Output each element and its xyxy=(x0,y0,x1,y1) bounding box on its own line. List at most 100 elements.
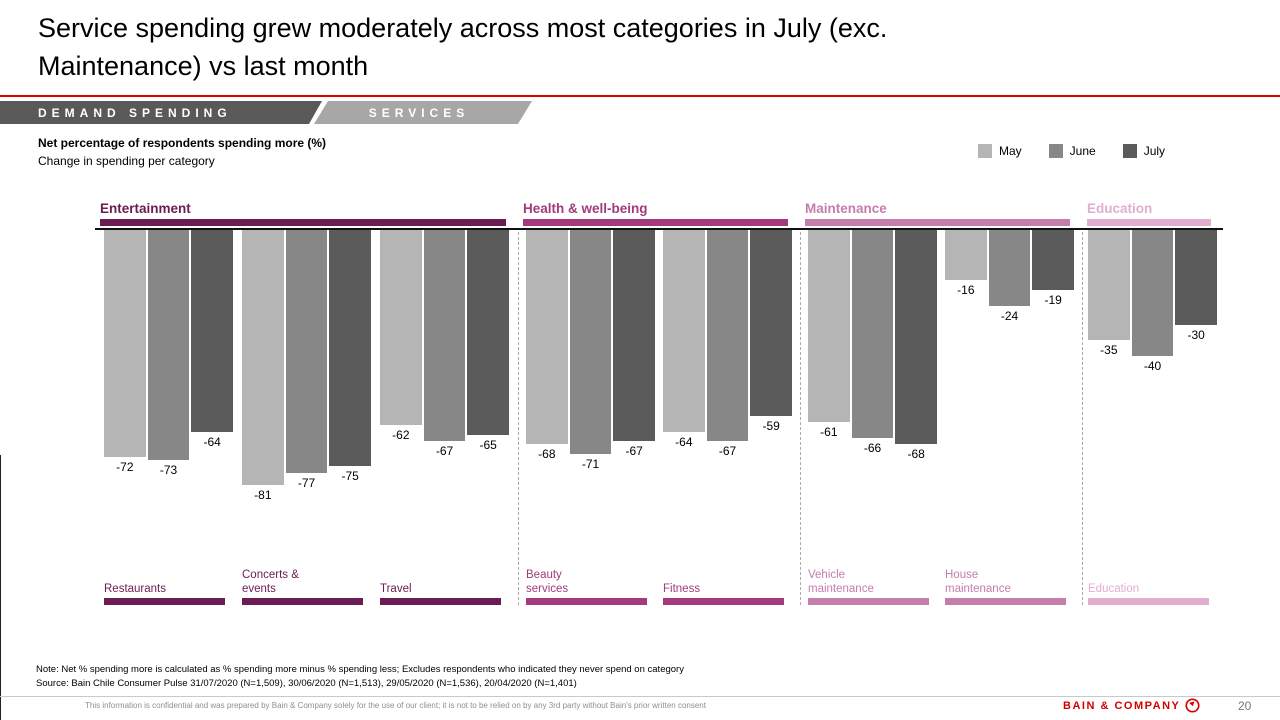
bar-value-label: -81 xyxy=(254,488,272,503)
legend-item-june: June xyxy=(1048,144,1096,158)
bar-may xyxy=(104,230,146,457)
bar-july xyxy=(467,230,510,435)
slide-title: Service spending grew moderately across … xyxy=(38,13,888,81)
bar-value-label: -30 xyxy=(1187,327,1205,342)
bar-column-may: -62 xyxy=(380,230,422,442)
bar-may xyxy=(945,230,987,281)
category-label-concerts-events: Concerts & events xyxy=(242,566,363,596)
chart-section-health-well-being: Health & well-being -68 -71 -67 Beauty servi… xyxy=(518,201,800,610)
bar-group-travel: -62 -67 -65 Travel xyxy=(380,230,510,610)
legend-item-may: May xyxy=(978,144,1022,158)
bar-column-june: -67 xyxy=(423,230,466,459)
bar-may xyxy=(242,230,284,486)
category-label-text: Concerts & events xyxy=(242,569,299,595)
bar-value-label: -24 xyxy=(1000,308,1019,323)
confidentiality-disclaimer: This information is confidential and was… xyxy=(85,701,706,710)
category-underline xyxy=(663,598,784,605)
legend-label: June xyxy=(1069,144,1096,158)
bar-column-july: -19 xyxy=(1032,230,1075,307)
bar-value-label: -73 xyxy=(159,462,178,477)
section-header-bar xyxy=(1087,219,1211,226)
bar-column-june: -66 xyxy=(851,230,894,455)
bar-column-may: -35 xyxy=(1088,230,1130,357)
section-header-health-well-being: Health & well-being xyxy=(523,201,648,216)
bar-value-label: -16 xyxy=(957,283,975,298)
bar-july xyxy=(750,230,793,416)
bar-column-july: -75 xyxy=(329,230,372,483)
bar-column-june: -67 xyxy=(706,230,749,459)
banner-tab-services: SERVICES xyxy=(314,101,532,124)
section-separator xyxy=(518,232,519,605)
bar-value-label: -71 xyxy=(581,456,600,471)
bar-july xyxy=(613,230,656,442)
chart-sections: Entertainment -72 -73 -64 Restaurants -81 -77-… xyxy=(95,201,1223,610)
chart-section-education: Education -35 -40 -30 Education xyxy=(1082,201,1223,610)
category-label-vehicle-maintenance: Vehicle maintenance xyxy=(808,566,929,596)
bar-group-fitness: -64 -67 -59 Fitness xyxy=(663,230,793,610)
bar-value-label: -62 xyxy=(392,428,410,443)
category-label-text: Vehicle maintenance xyxy=(808,569,874,595)
bar-may xyxy=(663,230,705,432)
bar-value-label: -40 xyxy=(1143,359,1162,373)
category-label-restaurants: Restaurants xyxy=(104,566,225,596)
source-line: Source: Bain Chile Consumer Pulse 31/07/… xyxy=(36,678,577,689)
bar-value-label: -67 xyxy=(718,444,737,459)
bar-column-june: -71 xyxy=(569,230,612,471)
bar-value-label: -77 xyxy=(297,475,316,490)
banner-tab-label: SERVICES xyxy=(368,105,470,120)
category-label-text: Travel xyxy=(380,583,412,595)
bar-column-may: -72 xyxy=(104,230,146,474)
bar-column-may: -61 xyxy=(808,230,850,439)
category-label-text: Fitness xyxy=(663,583,701,595)
y-axis-line xyxy=(0,455,1,720)
legend-swatch-july xyxy=(1122,144,1137,158)
category-label-text: House maintenance xyxy=(945,569,1011,595)
bar-group-education: -35 -40 -30 Education xyxy=(1088,230,1218,610)
bar-value-label: -68 xyxy=(538,447,556,462)
footnotes: Note: Net % spending more is calculated … xyxy=(36,663,684,691)
bar-group-house-maintenance: -16 -24 -19 House maintenance xyxy=(945,230,1075,610)
bar-column-june: -73 xyxy=(147,230,190,477)
category-label-text: Beauty services xyxy=(526,569,569,595)
bar-value-label: -59 xyxy=(762,418,780,433)
legend-item-july: July xyxy=(1122,144,1166,158)
bar-column-july: -30 xyxy=(1175,230,1218,342)
section-header-education: Education xyxy=(1087,201,1153,216)
bar-value-label: -35 xyxy=(1100,343,1118,358)
chart-section-entertainment: Entertainment -72 -73 -64 Restaurants -81 -77-… xyxy=(95,201,518,610)
legend-label: July xyxy=(1143,144,1166,158)
bar-group-restaurants: -72 -73 -64 Restaurants xyxy=(104,230,234,610)
chart-subtitle-bold: Net percentage of respondents spending m… xyxy=(38,136,327,150)
bain-logo: BAIN & COMPANY xyxy=(1063,698,1200,713)
bain-compass-icon xyxy=(1185,698,1200,713)
bar-july xyxy=(1175,230,1218,325)
bar-column-may: -64 xyxy=(663,230,705,449)
chart-legend: May June July xyxy=(978,144,1165,158)
bar-value-label: -67 xyxy=(435,444,454,459)
bar-column-may: -16 xyxy=(945,230,987,297)
bar-june xyxy=(423,230,466,442)
bar-may xyxy=(526,230,568,445)
bar-july xyxy=(329,230,372,467)
legend-swatch-june xyxy=(1048,144,1063,158)
zero-baseline xyxy=(95,228,1223,230)
bar-june xyxy=(1131,230,1174,356)
chart-section-maintenance: Maintenance -61 -66 -68 Vehicle maintenance -… xyxy=(800,201,1082,610)
bar-group-beauty-services: -68 -71 -67 Beauty services xyxy=(526,230,656,610)
bar-july xyxy=(1032,230,1075,290)
bar-column-july: -64 xyxy=(191,230,234,449)
bar-june xyxy=(851,230,894,438)
bar-july xyxy=(191,230,234,432)
bar-column-may: -81 xyxy=(242,230,284,502)
section-header-bar xyxy=(523,219,788,226)
category-label-text: Restaurants xyxy=(104,583,167,595)
banner-tab-label: DEMAND SPENDING xyxy=(38,105,232,120)
bar-column-july: -67 xyxy=(613,230,656,458)
bar-column-july: -59 xyxy=(750,230,793,433)
section-separator xyxy=(1082,232,1083,605)
bar-value-label: -61 xyxy=(820,425,838,440)
title-rule xyxy=(0,95,1280,97)
section-separator xyxy=(800,232,801,605)
banner-tab-demand-spending: DEMAND SPENDING xyxy=(0,101,322,124)
section-header-entertainment: Entertainment xyxy=(100,201,191,216)
